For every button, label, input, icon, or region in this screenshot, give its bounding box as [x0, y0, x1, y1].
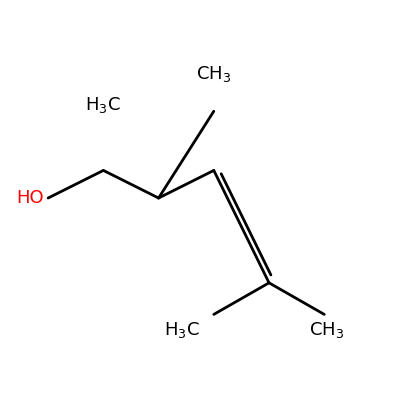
- Text: $\mathregular{H_3C}$: $\mathregular{H_3C}$: [164, 320, 200, 340]
- Text: $\mathregular{CH_3}$: $\mathregular{CH_3}$: [309, 320, 344, 340]
- Text: $\mathregular{CH_3}$: $\mathregular{CH_3}$: [196, 64, 232, 84]
- Text: HO: HO: [16, 189, 44, 207]
- Text: $\mathregular{H_3C}$: $\mathregular{H_3C}$: [86, 95, 121, 115]
